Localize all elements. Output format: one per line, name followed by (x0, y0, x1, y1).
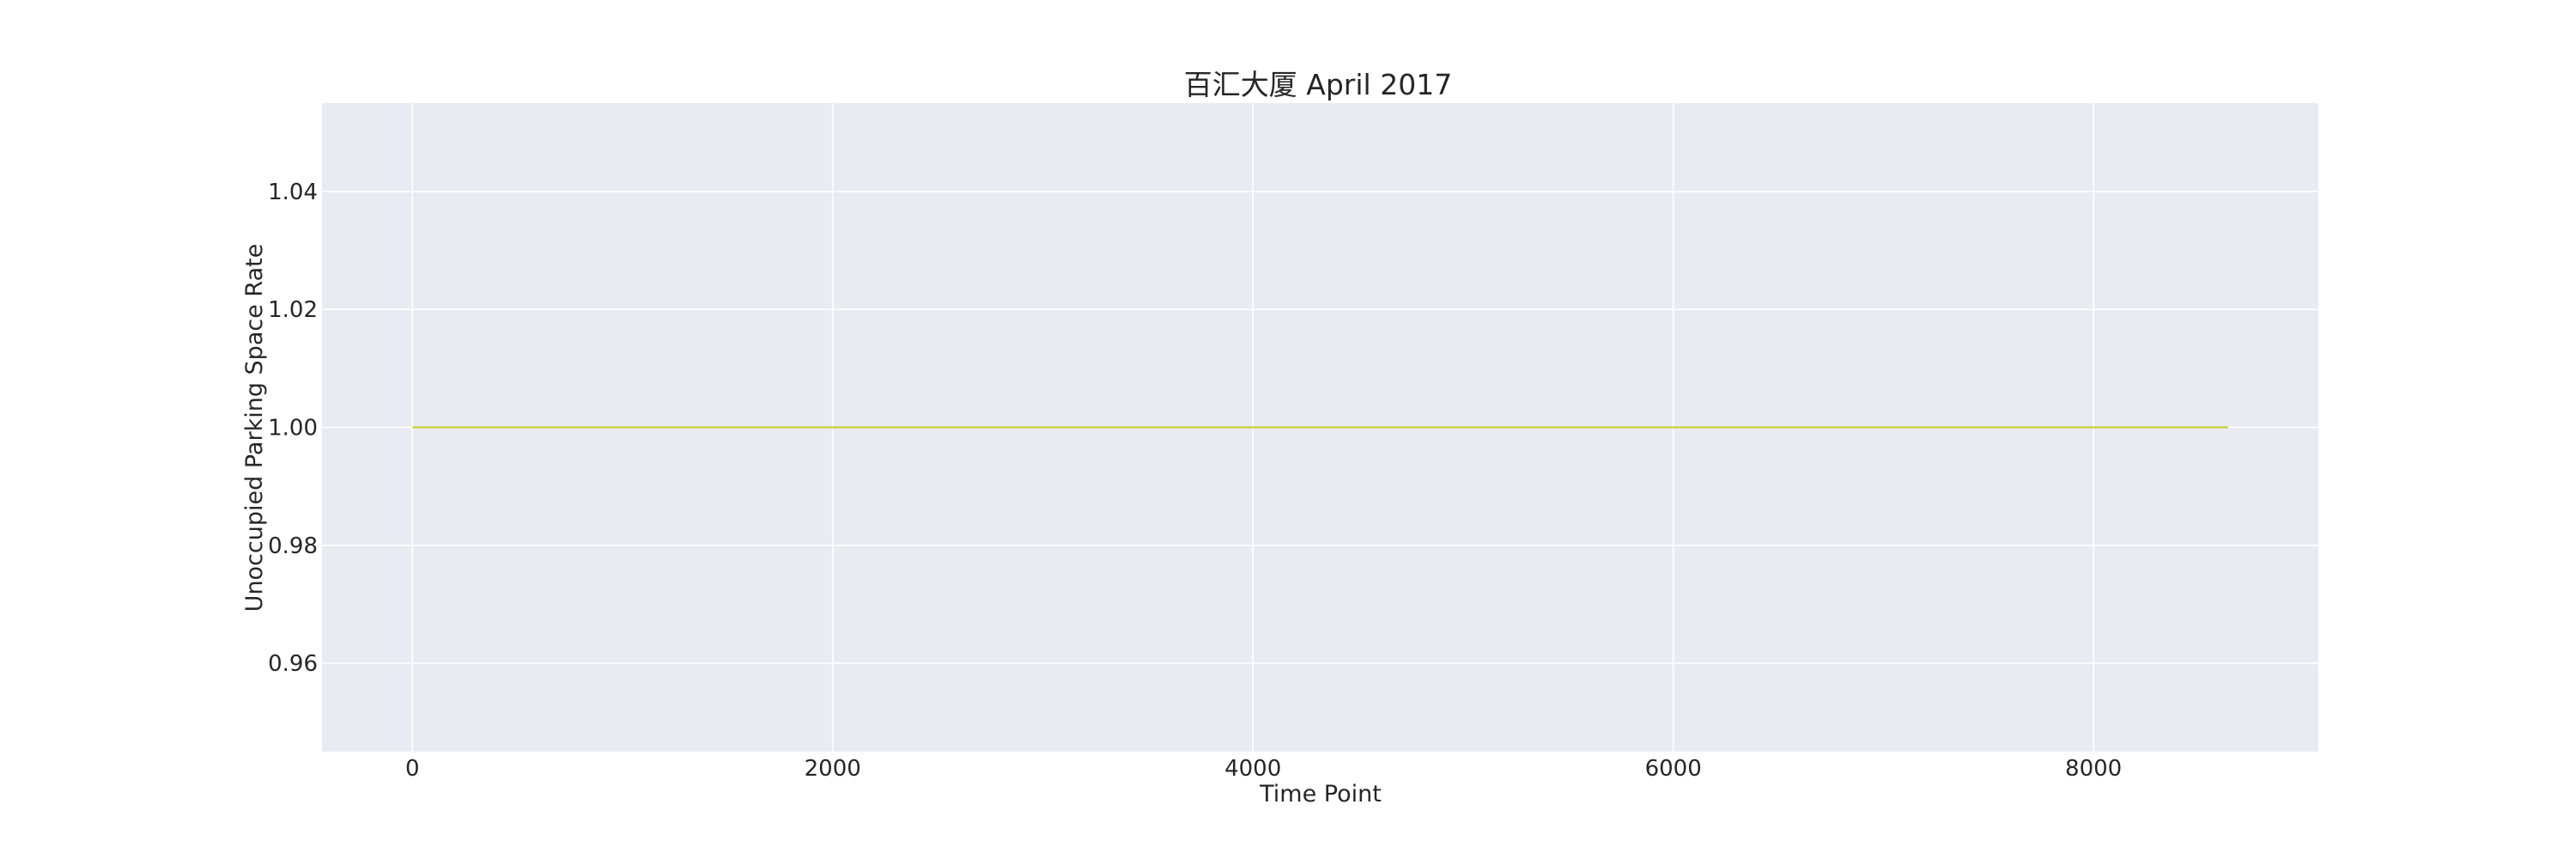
y-tick-label: 1.02 (268, 297, 318, 323)
x-tick-label: 8000 (2065, 756, 2122, 782)
y-tick-label: 1.04 (268, 180, 318, 205)
x-tick-label: 2000 (805, 756, 861, 782)
y-tick-label: 0.98 (268, 533, 318, 559)
x-tick-label: 4000 (1224, 756, 1281, 782)
x-tick-labels: 0 2000 4000 6000 8000 (405, 756, 2122, 782)
y-tick-labels: 0.96 0.98 1.00 1.02 1.04 (268, 180, 318, 677)
x-axis-label: Time Point (1259, 781, 1382, 807)
y-tick-label: 1.00 (268, 416, 318, 442)
y-tick-label: 0.96 (268, 651, 318, 677)
y-axis-label: Unoccupied Parking Space Rate (241, 244, 268, 612)
x-tick-label: 0 (405, 756, 420, 782)
x-tick-label: 6000 (1645, 756, 1702, 782)
chart-title: 百汇大厦 April 2017 (1184, 68, 1452, 101)
